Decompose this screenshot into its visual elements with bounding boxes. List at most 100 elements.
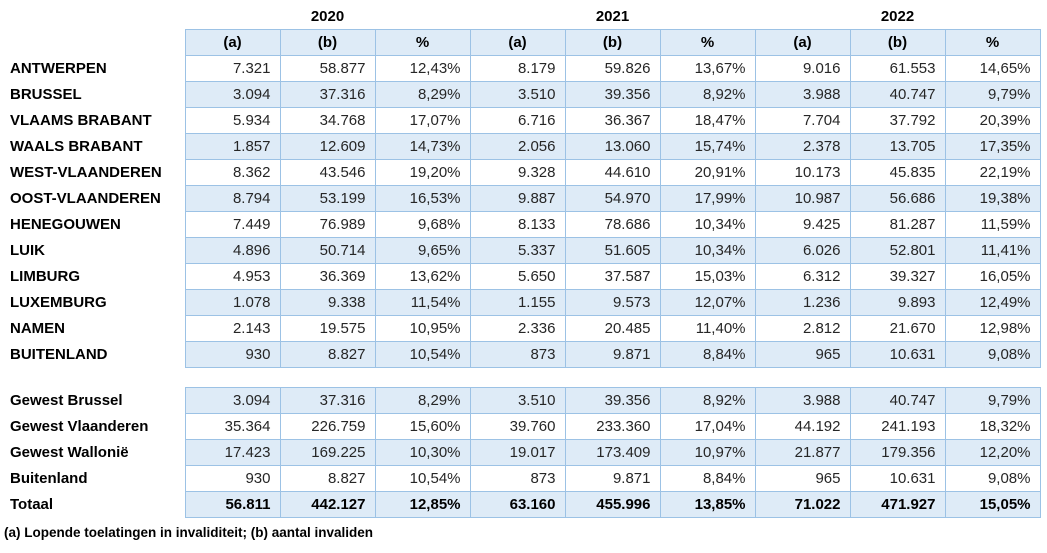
value-cell: 10,34% xyxy=(659,211,756,238)
value-cell: 12,49% xyxy=(944,289,1041,316)
value-cell: 8,92% xyxy=(659,387,756,414)
row-label: LUXEMBURG xyxy=(0,289,185,316)
value-cell: 19.575 xyxy=(279,315,376,342)
value-cell: 3.510 xyxy=(469,387,566,414)
value-cell: 59.826 xyxy=(564,55,661,82)
row-label: WAALS BRABANT xyxy=(0,133,185,160)
value-cell: 12,07% xyxy=(659,289,756,316)
column-header: (a) xyxy=(184,29,281,56)
value-cell: 37.316 xyxy=(279,81,376,108)
value-cell: 3.510 xyxy=(469,81,566,108)
value-cell: 1.857 xyxy=(184,133,281,160)
value-cell: 39.327 xyxy=(849,263,946,290)
value-cell: 58.877 xyxy=(279,55,376,82)
corner-cell xyxy=(0,29,185,56)
value-cell: 930 xyxy=(184,341,281,368)
row-label: HENEGOUWEN xyxy=(0,211,185,238)
value-cell: 34.768 xyxy=(279,107,376,134)
table-row: HENEGOUWEN 7.449 76.989 9,68% 8.133 78.686 10,… xyxy=(0,211,1041,238)
value-cell: 8,92% xyxy=(659,81,756,108)
value-cell: 6.312 xyxy=(754,263,851,290)
value-cell: 37.792 xyxy=(849,107,946,134)
value-cell: 930 xyxy=(184,465,281,492)
table-row: BUITENLAND 930 8.827 10,54% 873 9.871 8,84% 965… xyxy=(0,341,1041,368)
section-gap xyxy=(0,368,1047,387)
value-cell: 9,68% xyxy=(374,211,471,238)
value-cell: 8,84% xyxy=(659,465,756,492)
value-cell: 965 xyxy=(754,465,851,492)
value-cell: 179.356 xyxy=(849,439,946,466)
value-cell: 11,59% xyxy=(944,211,1041,238)
value-cell: 5.337 xyxy=(469,237,566,264)
value-cell: 9,65% xyxy=(374,237,471,264)
row-label: Gewest Brussel xyxy=(0,387,185,414)
value-cell: 4.896 xyxy=(184,237,281,264)
value-cell: 169.225 xyxy=(279,439,376,466)
value-cell: 15,60% xyxy=(374,413,471,440)
column-header: (b) xyxy=(564,29,661,56)
value-cell: 9,79% xyxy=(944,81,1041,108)
column-header: (a) xyxy=(469,29,566,56)
value-cell: 15,03% xyxy=(659,263,756,290)
value-cell: 6.026 xyxy=(754,237,851,264)
value-cell: 9,79% xyxy=(944,387,1041,414)
row-label: ANTWERPEN xyxy=(0,55,185,82)
value-cell: 6.716 xyxy=(469,107,566,134)
year-label-2020: 2020 xyxy=(310,8,345,25)
value-cell: 5.650 xyxy=(469,263,566,290)
table-row: Gewest Wallonië 17.423 169.225 10,30% 19.017… xyxy=(0,439,1041,466)
value-cell: 1.078 xyxy=(184,289,281,316)
value-cell: 9.338 xyxy=(279,289,376,316)
value-cell: 44.192 xyxy=(754,413,851,440)
value-cell: 40.747 xyxy=(849,387,946,414)
value-cell: 63.160 xyxy=(469,491,566,518)
row-label: BUITENLAND xyxy=(0,341,185,368)
row-label: Gewest Wallonië xyxy=(0,439,185,466)
column-header: (a) xyxy=(754,29,851,56)
value-cell: 8.827 xyxy=(279,465,376,492)
value-cell: 45.835 xyxy=(849,159,946,186)
value-cell: 8.133 xyxy=(469,211,566,238)
value-cell: 9,08% xyxy=(944,341,1041,368)
value-cell: 8.794 xyxy=(184,185,281,212)
value-cell: 11,41% xyxy=(944,237,1041,264)
value-cell: 8,29% xyxy=(374,387,471,414)
table-row: Buitenland 930 8.827 10,54% 873 9.871 8,84% 965… xyxy=(0,465,1041,492)
province-table: (a) (b) % (a) (b) % (a) (b) % ANTWERPEN 7… xyxy=(0,29,1041,368)
value-cell: 53.199 xyxy=(279,185,376,212)
value-cell: 8.827 xyxy=(279,341,376,368)
page: 2020 2021 2022 (a) (b) % (a) (b) % (a) (… xyxy=(0,8,1047,540)
value-cell: 17,99% xyxy=(659,185,756,212)
value-cell: 40.747 xyxy=(849,81,946,108)
value-cell: 10.631 xyxy=(849,341,946,368)
value-cell: 16,05% xyxy=(944,263,1041,290)
value-cell: 2.336 xyxy=(469,315,566,342)
value-cell: 10,54% xyxy=(374,341,471,368)
row-label: VLAAMS BRABANT xyxy=(0,107,185,134)
value-cell: 44.610 xyxy=(564,159,661,186)
value-cell: 19,38% xyxy=(944,185,1041,212)
value-cell: 9.328 xyxy=(469,159,566,186)
value-cell: 12,43% xyxy=(374,55,471,82)
value-cell: 12,98% xyxy=(944,315,1041,342)
value-cell: 471.927 xyxy=(849,491,946,518)
row-label: LUIK xyxy=(0,237,185,264)
value-cell: 10,97% xyxy=(659,439,756,466)
value-cell: 21.670 xyxy=(849,315,946,342)
value-cell: 15,74% xyxy=(659,133,756,160)
value-cell: 2.143 xyxy=(184,315,281,342)
value-cell: 4.953 xyxy=(184,263,281,290)
table-row: LUIK 4.896 50.714 9,65% 5.337 51.605 10,34% 6.0… xyxy=(0,237,1041,264)
value-cell: 1.236 xyxy=(754,289,851,316)
value-cell: 241.193 xyxy=(849,413,946,440)
value-cell: 173.409 xyxy=(564,439,661,466)
value-cell: 8,84% xyxy=(659,341,756,368)
row-label: BRUSSEL xyxy=(0,81,185,108)
value-cell: 39.356 xyxy=(564,387,661,414)
table-row: WAALS BRABANT 1.857 12.609 14,73% 2.056 13.06… xyxy=(0,133,1041,160)
value-cell: 14,65% xyxy=(944,55,1041,82)
table-row: Totaal 56.811 442.127 12,85% 63.160 455.996 13… xyxy=(0,491,1041,518)
value-cell: 11,40% xyxy=(659,315,756,342)
value-cell: 52.801 xyxy=(849,237,946,264)
value-cell: 35.364 xyxy=(184,413,281,440)
